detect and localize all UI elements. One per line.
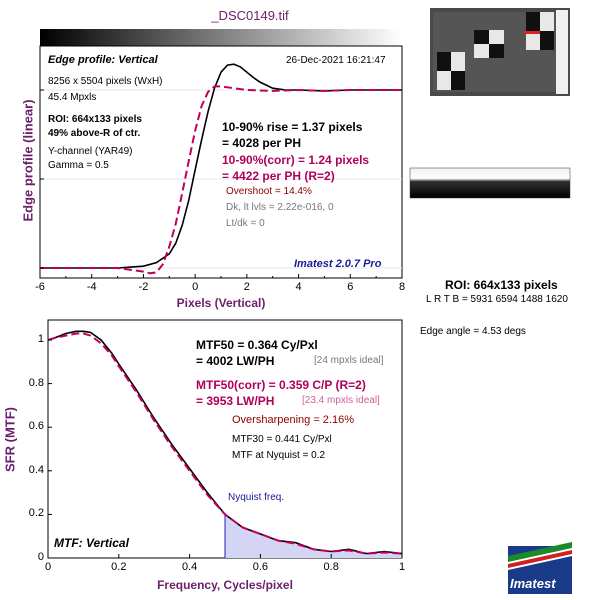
mtf-ytick-label: 0.6 [28,420,44,433]
nyquist-label: Nyquist freq. [228,492,285,503]
mtf50-ideal: [24 mpxls ideal] [314,355,384,366]
mtf-measured-curve [47,330,403,555]
imatest-version: Imatest 2.0.7 Pro [294,258,382,270]
mtf50-corr-value: MTF50(corr) = 0.359 C/P (R=2) [196,378,366,392]
edge-xtick-label: 0 [192,281,199,293]
overshoot: Overshoot = 14.4% [226,186,312,197]
edge-measured-curve [40,63,402,269]
channel: Y-channel (YAR49) [48,146,133,157]
chart-thumbnail [430,8,570,96]
rise-value: 10-90% rise = 1.37 pixels [222,120,363,134]
gamma: Gamma = 0.5 [48,160,109,171]
roi-size: ROI: 664x133 pixels [48,114,142,125]
dark-light-levels: Dk, lt lvls = 2.22e-016, 0 [226,202,334,213]
mtf-ylabel: SFR (MTF) [2,407,18,472]
imatest-logo [508,542,572,594]
mtf-ytick-label: 0.8 [28,376,44,389]
roi-title: ROI: 664x133 pixels [445,278,558,292]
mtf-panel-label: MTF: Vertical [54,536,129,550]
mtf-xlabel: Frequency, Cycles/pixel [157,578,293,592]
rise-per-ph: = 4028 per PH [222,136,302,150]
edge-xtick-label: -2 [138,281,149,293]
mtf-xtick-label: 0.2 [111,561,127,573]
edge-x-ticks [39,89,403,278]
megapixels: 45.4 Mpxls [48,92,97,103]
edge-plot-frame [39,45,403,279]
imatest-logo-text: Imatest [510,576,556,591]
mtf-xtick-label: 1 [398,561,406,573]
mtf30: MTF30 = 0.441 Cy/Pxl [232,434,332,445]
file-title: _DSC0149.tif [211,8,289,23]
roi-location: 49% above-R of ctr. [48,128,141,139]
mtf-at-nyquist: MTF at Nyquist = 0.2 [232,450,326,461]
edge-angle: Edge angle = 4.53 degs [420,326,526,337]
edge-xtick-label: 2 [243,281,250,293]
mtf-xtick-label: 0.4 [181,561,198,573]
edge-gray-ramp [40,29,402,46]
edge-xtick-label: 6 [347,281,354,293]
roi-thumbnail [409,167,571,199]
mtf-ticks [47,339,403,559]
mtf-xtick-label: 0.8 [323,561,339,573]
mtf-ytick-label: 0 [37,551,44,563]
rise-corr-value: 10-90%(corr) = 1.24 pixels [222,153,370,167]
nyquist-region-fill [225,514,402,558]
edge-xtick-label: 4 [295,281,302,293]
mtf-xtick-label: 0.6 [252,561,269,573]
mtf-corrected-curve [47,332,403,555]
edge-xtick-label: -6 [35,281,45,293]
mtf50-corr-lwph: = 3953 LW/PH [196,394,275,408]
edge-xtick-label: 8 [398,281,406,293]
edge-xlabel: Pixels (Vertical) [176,296,266,310]
mtf-ytick-label: 1 [37,333,44,345]
light-dark-ratio: Lt/dk = 0 [226,218,265,229]
edge-xtick-label: -4 [86,281,97,293]
edge-panel-title: Edge profile: Vertical [48,54,158,66]
mtf50-corr-ideal: [23.4 mpxls ideal] [302,395,380,406]
mtf50-lwph: = 4002 LW/PH [196,354,275,368]
image-size: 8256 x 5504 pixels (WxH) [48,76,163,87]
edge-ylabel: Edge profile (linear) [20,99,36,222]
oversharpening: Oversharpening = 2.16% [232,414,354,426]
edge-corrected-curve [40,85,402,275]
rise-corr-per-ph: = 4422 per PH (R=2) [222,169,335,183]
mtf-xtick-label: 0 [44,561,52,573]
edge-datetime: 26-Dec-2021 16:21:47 [286,55,386,66]
roi-coordinates: L R T B = 5931 6594 1488 1620 [426,294,568,305]
mtf-ytick-label: 0.2 [28,507,44,520]
mtf50-value: MTF50 = 0.364 Cy/Pxl [196,338,318,352]
mtf-ytick-label: 0.4 [28,463,44,476]
